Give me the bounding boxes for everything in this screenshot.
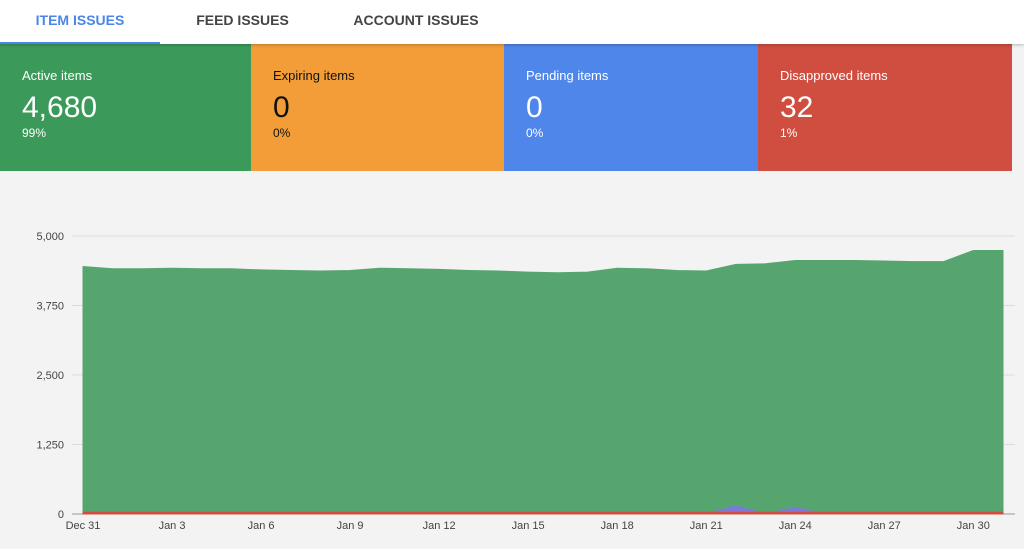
card-label: Pending items bbox=[526, 68, 609, 83]
card-label: Active items bbox=[22, 68, 93, 83]
card-percent: 1% bbox=[780, 126, 798, 140]
tab-bar: ITEM ISSUES FEED ISSUES ACCOUNT ISSUES bbox=[0, 0, 1024, 44]
x-tick-label: Jan 12 bbox=[423, 520, 456, 532]
x-tick-label: Dec 31 bbox=[66, 520, 101, 532]
active-items-area bbox=[82, 249, 1004, 515]
card-value: 4,680 bbox=[22, 91, 98, 124]
expiring-items-card[interactable]: Expiring items 0 0% bbox=[251, 44, 504, 171]
card-value: 0 bbox=[273, 91, 290, 124]
tab-account-issues[interactable]: ACCOUNT ISSUES bbox=[353, 12, 479, 28]
card-percent: 0% bbox=[273, 126, 291, 140]
y-tick-label: 1,250 bbox=[36, 440, 64, 452]
y-tick-label: 5,000 bbox=[36, 231, 64, 243]
x-tick-label: Jan 3 bbox=[159, 520, 186, 532]
disapproved-items-card[interactable]: Disapproved items 32 1% bbox=[758, 44, 1012, 171]
y-tick-label: 2,500 bbox=[36, 370, 64, 382]
x-tick-label: Jan 18 bbox=[601, 520, 634, 532]
x-tick-label: Jan 15 bbox=[512, 520, 545, 532]
x-tick-label: Jan 30 bbox=[957, 520, 990, 532]
card-label: Disapproved items bbox=[780, 68, 888, 83]
card-percent: 99% bbox=[22, 126, 47, 140]
items-area-chart: 0 1,250 2,500 3,750 5,000 Dec 31 Jan 3 Jan 6 Jan… bbox=[36, 231, 1015, 532]
y-tick-label: 0 bbox=[58, 509, 64, 521]
pending-items-card[interactable]: Pending items 0 0% bbox=[504, 44, 758, 171]
x-tick-label: Jan 9 bbox=[337, 520, 364, 532]
x-tick-label: Jan 6 bbox=[248, 520, 275, 532]
tab-feed-issues[interactable]: FEED ISSUES bbox=[196, 12, 289, 28]
disapproved-items-area bbox=[82, 511, 1004, 515]
active-items-card[interactable]: Active items 4,680 99% bbox=[0, 44, 251, 171]
card-value: 32 bbox=[780, 91, 814, 124]
x-tick-label: Jan 27 bbox=[868, 520, 901, 532]
card-percent: 0% bbox=[526, 126, 544, 140]
tab-item-issues[interactable]: ITEM ISSUES bbox=[0, 0, 160, 44]
y-tick-label: 3,750 bbox=[36, 301, 64, 313]
card-value: 0 bbox=[526, 91, 543, 124]
card-label: Expiring items bbox=[273, 68, 355, 83]
x-tick-label: Jan 21 bbox=[690, 520, 723, 532]
summary-cards: Active items 4,680 99% Expiring items 0 … bbox=[0, 44, 1012, 171]
x-tick-label: Jan 24 bbox=[779, 520, 812, 532]
